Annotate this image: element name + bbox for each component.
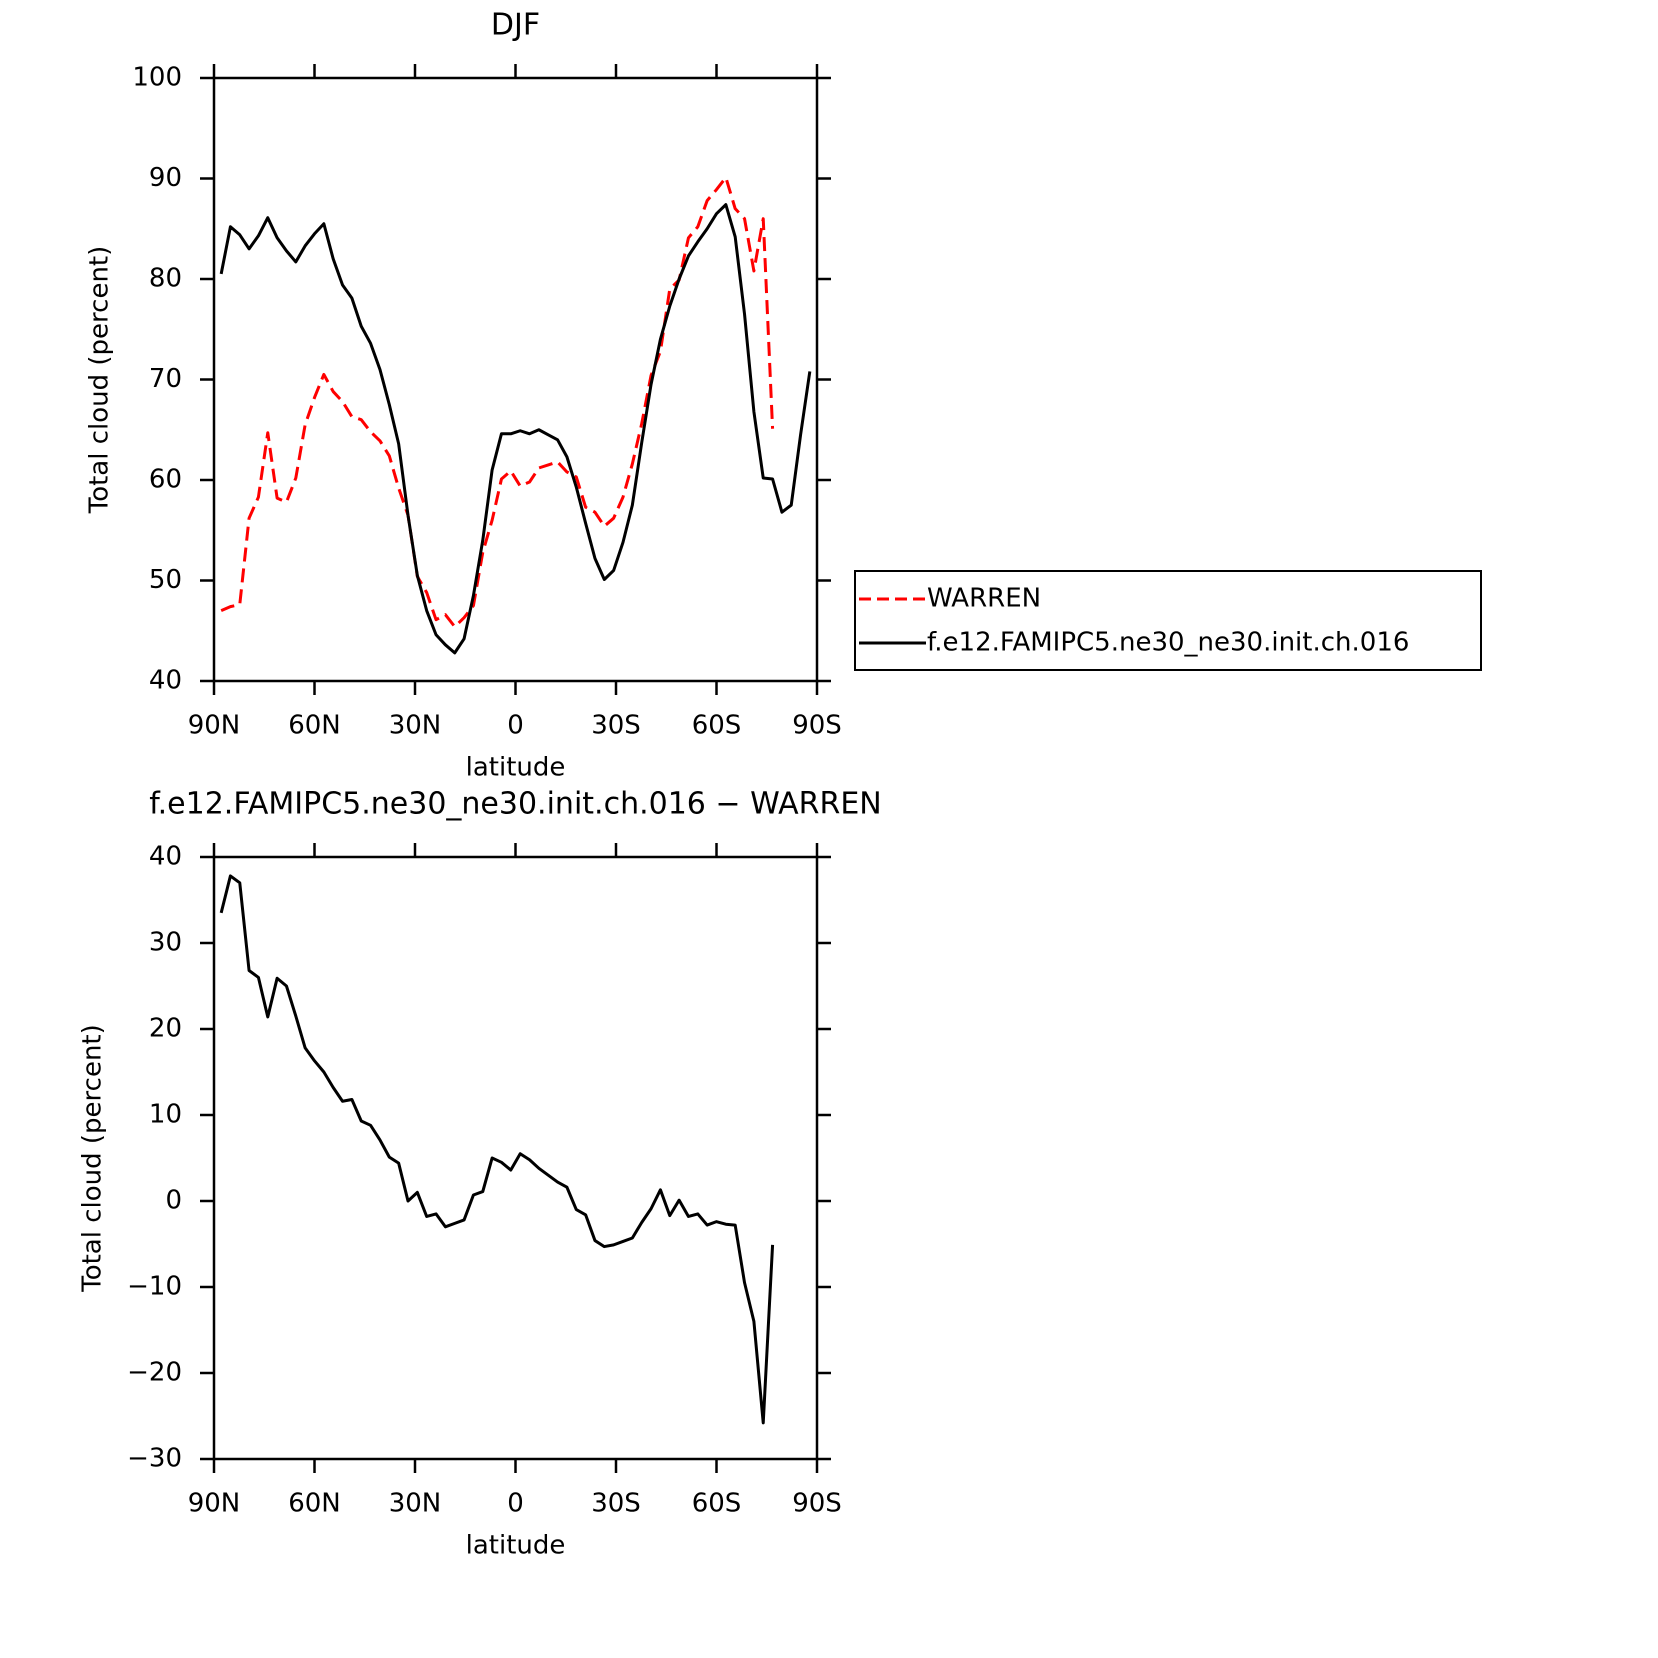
x-tick-label: 30N: [389, 711, 442, 741]
data-line: [220, 176, 775, 629]
y-tick-label: 70: [149, 364, 182, 394]
y-tick-label: 0: [165, 1186, 182, 1216]
legend-box: [854, 570, 1482, 671]
x-tick-label: 30S: [591, 1489, 641, 1519]
y-tick-label: 40: [149, 842, 182, 872]
plot-frame: [212, 76, 819, 683]
chart-title: f.e12.FAMIPC5.ne30_ne30.init.ch.016 − WA…: [149, 787, 881, 822]
x-axis-label: latitude: [466, 753, 566, 783]
x-tick-label: 90S: [792, 1489, 842, 1519]
y-tick-label: 30: [149, 928, 182, 958]
x-tick-label: 60S: [692, 711, 742, 741]
y-tick-label: −10: [127, 1272, 182, 1302]
y-tick-label: 20: [149, 1014, 182, 1044]
data-line: [219, 874, 775, 1425]
x-tick-label: 90N: [188, 711, 241, 741]
legend-label: f.e12.FAMIPC5.ne30_ne30.init.ch.016: [927, 628, 1409, 658]
y-tick-label: 60: [149, 465, 182, 495]
y-tick-label: 10: [149, 1100, 182, 1130]
x-axis-label: latitude: [466, 1531, 566, 1561]
x-tick-label: 60N: [288, 711, 341, 741]
y-tick-label: 100: [132, 63, 182, 93]
legend-label: WARREN: [927, 584, 1041, 614]
x-tick-label: 0: [507, 711, 524, 741]
y-axis-label: Total cloud (percent): [85, 246, 115, 515]
x-tick-label: 60N: [288, 1489, 341, 1519]
x-tick-label: 30S: [591, 711, 641, 741]
y-tick-label: 40: [149, 666, 182, 696]
y-tick-label: 80: [149, 264, 182, 294]
x-tick-label: 30N: [389, 1489, 442, 1519]
x-tick-label: 90S: [792, 711, 842, 741]
x-tick-label: 90N: [188, 1489, 241, 1519]
y-tick-label: 50: [149, 565, 182, 595]
y-tick-label: −20: [127, 1358, 182, 1388]
chart-title: DJF: [491, 8, 540, 43]
y-tick-label: 90: [149, 163, 182, 193]
plot-frame: [212, 855, 819, 1461]
x-tick-label: 60S: [692, 1489, 742, 1519]
y-tick-label: −30: [127, 1444, 182, 1474]
y-axis-label: Total cloud (percent): [78, 1024, 108, 1293]
data-line: [219, 203, 812, 655]
x-tick-label: 0: [507, 1489, 524, 1519]
